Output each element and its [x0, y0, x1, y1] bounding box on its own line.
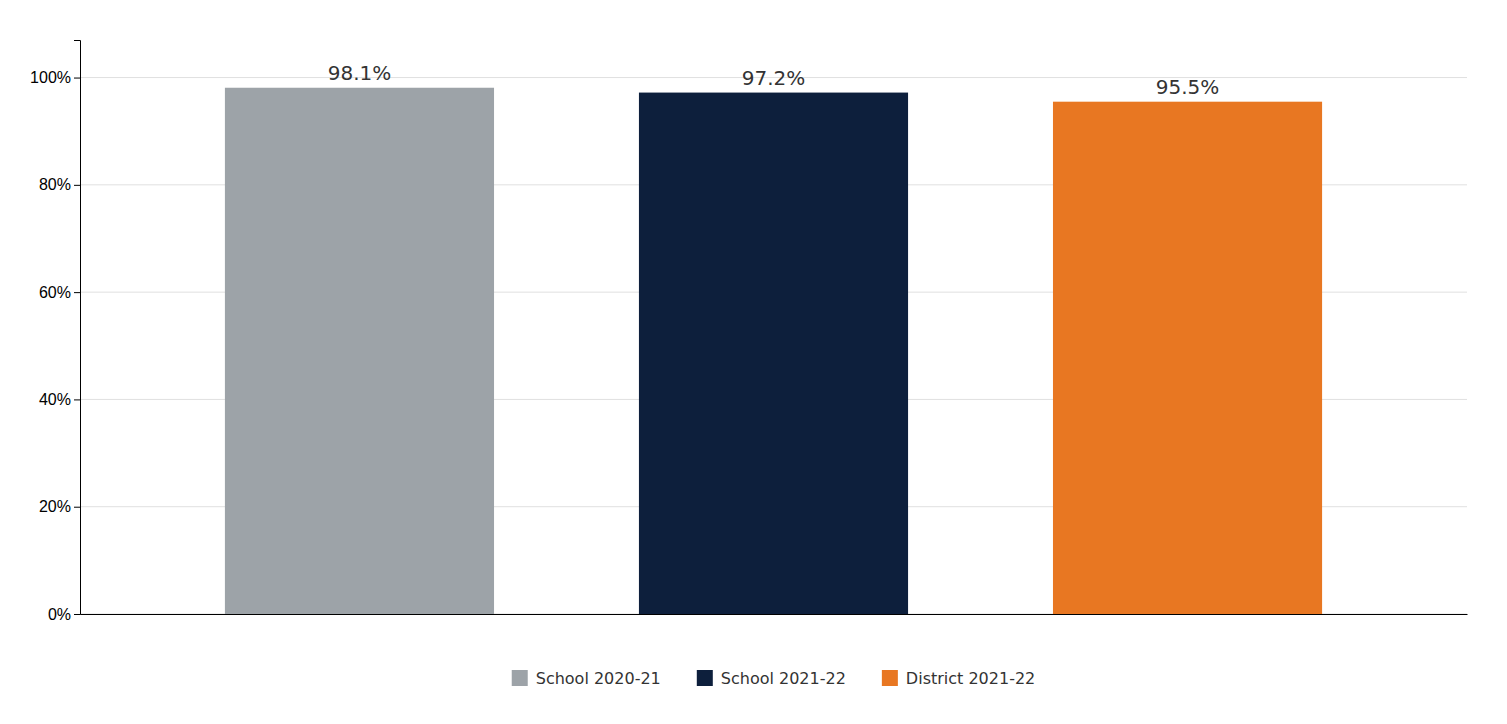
tick: 100%: [30, 69, 80, 86]
tick: 60%: [39, 284, 80, 301]
tick-mark: [74, 78, 80, 79]
legend-swatch: [882, 670, 898, 686]
legend-item: School 2021-22: [697, 669, 846, 688]
legend-label: District 2021-22: [906, 669, 1035, 688]
data-labels: 98.1% 97.2% 95.5%: [328, 61, 1220, 99]
tick-mark: [74, 292, 80, 293]
tick-label: 40%: [39, 391, 71, 408]
y-axis: 0% 20% 40% 60% 80% 100%: [30, 41, 80, 623]
plot: 0% 20% 40% 60% 80% 100% 98.1% 97.2% 95.5%: [30, 41, 1467, 623]
tick: 40%: [39, 391, 80, 408]
tick-label: 0%: [48, 606, 71, 623]
data-label: 97.2%: [742, 66, 806, 90]
bar: [639, 93, 908, 614]
tick-mark: [74, 507, 80, 508]
data-label: 95.5%: [1156, 75, 1220, 99]
tick-label: 80%: [39, 176, 71, 193]
tick: 20%: [39, 498, 80, 515]
tick-mark: [74, 185, 80, 186]
bar: [225, 88, 494, 614]
tick: 80%: [39, 176, 80, 193]
legend-label: School 2021-22: [721, 669, 846, 688]
tick-label: 20%: [39, 498, 71, 515]
tick-mark: [74, 399, 80, 400]
axis-line: [81, 614, 1468, 615]
legend-label: School 2020-21: [536, 669, 661, 688]
tick-label: 100%: [30, 69, 71, 86]
bars: [225, 88, 1322, 614]
legend-item: School 2020-21: [512, 669, 661, 688]
legend-item: District 2021-22: [882, 669, 1035, 688]
tick: 0%: [48, 606, 80, 623]
tick-label: 60%: [39, 284, 71, 301]
x-axis: [81, 614, 1468, 615]
axis-line: [74, 41, 81, 615]
tick-mark: [74, 614, 80, 615]
data-label: 98.1%: [328, 61, 392, 85]
legend: School 2020-21 School 2021-22 District 202…: [512, 669, 1036, 688]
legend-swatch: [697, 670, 713, 686]
chart: 0% 20% 40% 60% 80% 100% 98.1% 97.2% 95.5% School …: [0, 0, 1507, 724]
grid: [80, 78, 1467, 614]
legend-swatch: [512, 670, 528, 686]
bar: [1053, 102, 1322, 614]
